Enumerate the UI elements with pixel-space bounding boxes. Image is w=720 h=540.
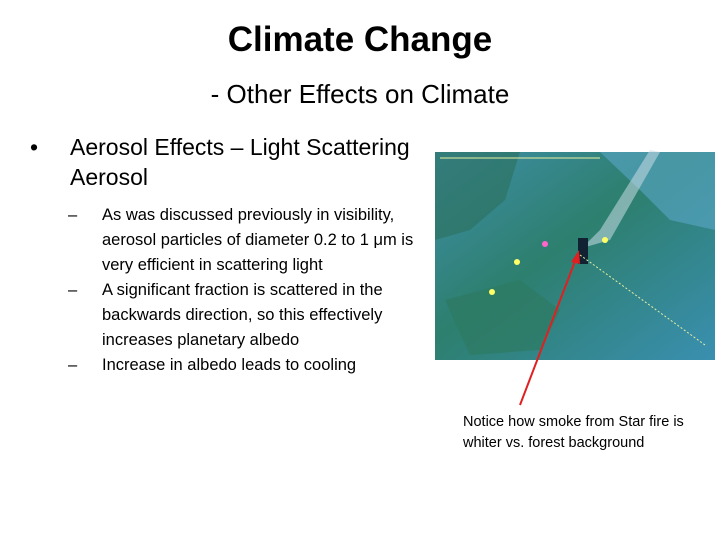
satellite-image [435,150,715,360]
caption: Notice how smoke from Star fire is white… [463,414,684,451]
subtitle: - Other Effects on Climate [210,79,510,109]
bullet: • Aerosol Effects – Light Scattering Aero… [30,134,410,190]
sub-bullet: As was discussed previously in visibilit… [68,203,418,278]
arrow [519,250,580,406]
sub-bullet: Increase in albedo leads to cooling [68,353,418,378]
bullet-text: Aerosol Effects – Light Scattering Aeros… [70,134,410,190]
sub-bullet: A significant fraction is scattered in t… [68,278,418,353]
sub-bullets: As was discussed previously in visibilit… [68,203,418,378]
title: Climate Change [227,20,493,59]
